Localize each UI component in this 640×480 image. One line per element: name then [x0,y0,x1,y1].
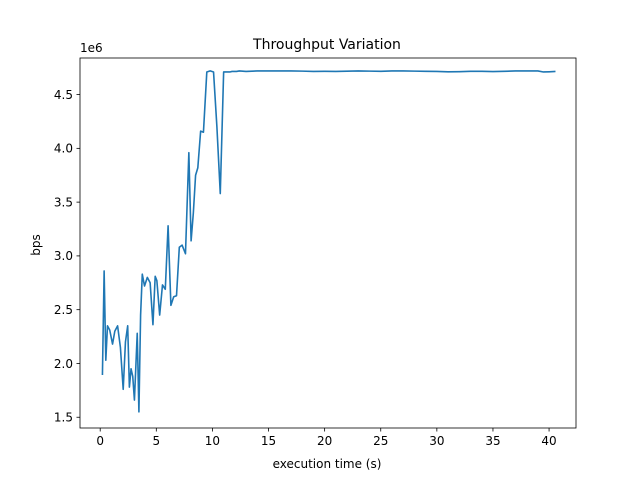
y-tick-label: 2.0 [54,357,73,371]
x-axis-label: execution time (s) [273,457,382,471]
y-tick-label: 4.5 [54,88,73,102]
x-tick-label: 40 [541,434,556,448]
x-tick-label: 0 [96,434,104,448]
plot-area [101,70,556,413]
y-tick-label: 2.5 [54,303,73,317]
x-tick-label: 30 [429,434,444,448]
axes-frame [79,57,577,429]
y-tick-label: 4.0 [54,142,73,156]
y-tick-label: 3.0 [54,249,73,263]
x-tick-label: 35 [485,434,500,448]
y-axis-label: bps [29,234,43,256]
x-tick-label: 25 [373,434,388,448]
y-tick-label: 1.5 [54,411,73,425]
x-tick-label: 15 [261,434,276,448]
y-offset-label: 1e6 [80,41,103,55]
y-tick-label: 3.5 [54,195,73,209]
chart-title: Throughput Variation [252,37,401,53]
y-axis-ticks: 1.5 2.0 2.5 3.0 3.5 4.0 4.5 [54,88,80,425]
x-tick-label: 5 [152,434,160,448]
x-tick-label: 20 [317,434,332,448]
x-tick-label: 10 [205,434,220,448]
series-line-0 [101,70,556,413]
x-axis-ticks: 0 5 10 15 20 25 30 35 40 [96,428,557,448]
